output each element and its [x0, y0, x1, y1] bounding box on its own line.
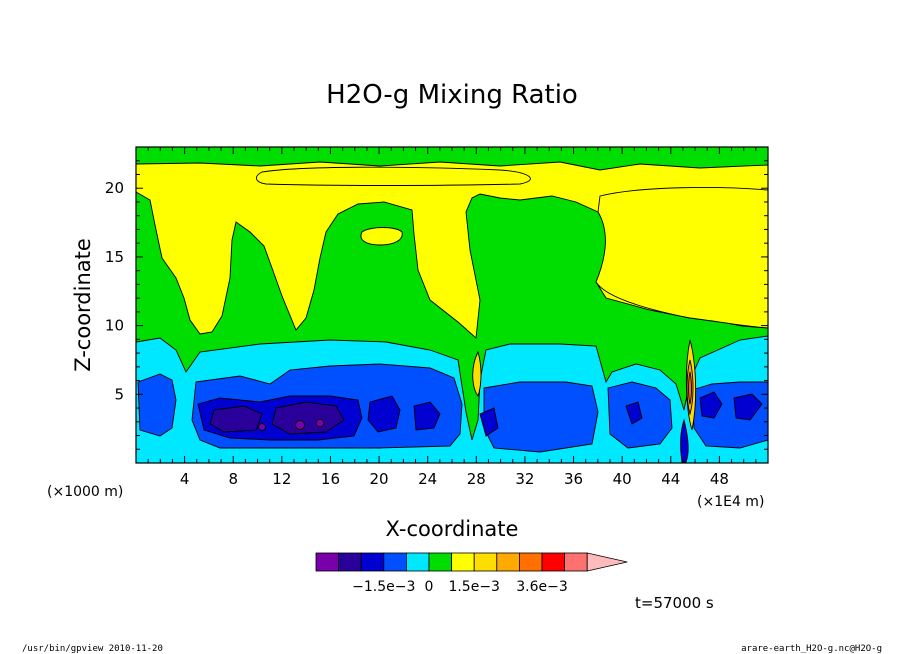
- colorbar-extend-arrow: [586, 552, 628, 572]
- x-tick-label: 28: [467, 470, 486, 488]
- contour-band-green-upper: [136, 147, 768, 171]
- colorbar-swatch: [496, 552, 520, 572]
- colorbar-label: −1.5e−3: [352, 579, 415, 595]
- contour-band-dark-blue: [197, 391, 763, 441]
- x-tick-label: 32: [515, 470, 534, 488]
- x-tick-label: 16: [321, 470, 340, 488]
- chart-title: H2O-g Mixing Ratio: [326, 80, 578, 110]
- y-axis: 5 10 15 20: [105, 160, 768, 450]
- y-tick-label: 5: [114, 385, 124, 403]
- x-tick-label: 8: [228, 470, 238, 488]
- colorbar-label: 0: [425, 579, 434, 595]
- colorbar-swatch: [428, 552, 453, 572]
- x-tick-label: 20: [370, 470, 389, 488]
- contour-plume-red-orange: [688, 371, 692, 405]
- contour-core-purple: [295, 420, 305, 430]
- colorbar-swatch: [519, 552, 543, 572]
- x-axis-title: X-coordinate: [386, 517, 519, 541]
- contour-band-navy: [209, 401, 345, 435]
- x-unit-label: (×1E4 m): [697, 494, 764, 510]
- colorbar-label: 1.5e−3: [448, 579, 500, 595]
- x-tick-label: 40: [613, 470, 632, 488]
- colorbar-swatch: [405, 552, 430, 572]
- contour-plume-gold: [472, 350, 482, 397]
- colorbar-swatch: [564, 552, 588, 572]
- footer-left: /usr/bin/gpview 2010-11-20: [22, 644, 163, 654]
- y-tick-label: 10: [105, 317, 124, 335]
- colorbar-swatch: [383, 552, 407, 572]
- colorbar-swatch: [315, 552, 340, 572]
- x-tick-label: 36: [564, 470, 583, 488]
- x-tick-label: 24: [418, 470, 437, 488]
- time-label: t=57000 s: [635, 594, 714, 612]
- x-tick-label: 44: [661, 470, 680, 488]
- colorbar-swatch: [338, 552, 362, 572]
- contour-plume-blue: [680, 418, 689, 463]
- y-tick-label: 20: [105, 179, 124, 197]
- colorbar-label: 3.6e−3: [516, 579, 568, 595]
- contour-island-yellow: [360, 227, 403, 246]
- contour-core-purple: [258, 423, 266, 431]
- colorbar-labels: −1.5e−3 0 1.5e−3 3.6e−3: [352, 579, 568, 595]
- x-tick-label: 12: [272, 470, 291, 488]
- contour-field: [136, 147, 768, 463]
- colorbar-swatch: [360, 552, 385, 572]
- contour-band-yellow-right: [595, 187, 768, 329]
- x-axis: 4 8 12 16 20 24 28 32 36 40 44 48: [147, 147, 757, 488]
- colorbar-swatch: [451, 552, 475, 572]
- contour-core-purple: [315, 418, 325, 428]
- y-tick-label: 15: [105, 248, 124, 266]
- y-axis-title: Z-coordinate: [71, 238, 95, 372]
- contour-band-yellow-upper: [256, 166, 531, 186]
- y-unit-label: (×1000 m): [47, 484, 123, 500]
- colorbar: [315, 552, 628, 572]
- colorbar-swatch: [541, 552, 566, 572]
- footer-right: arare-earth_H2O-g.nc@H2O-g: [741, 644, 882, 654]
- x-tick-label: 4: [180, 470, 190, 488]
- x-tick-label: 48: [710, 470, 729, 488]
- colorbar-swatch: [473, 552, 498, 572]
